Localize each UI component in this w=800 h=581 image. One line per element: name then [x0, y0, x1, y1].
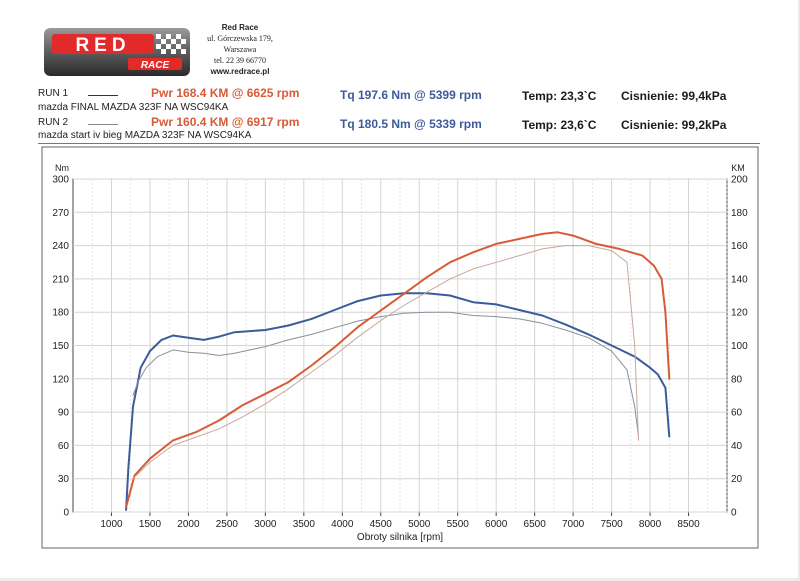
- x-tick-label: 1500: [139, 519, 162, 530]
- y2-tick-label: 20: [731, 474, 743, 485]
- y2-tick-label: 140: [731, 274, 748, 285]
- y2-tick-label: 0: [731, 508, 737, 519]
- y-tick-label: 180: [52, 308, 69, 319]
- run2-temperature: Temp: 23,6`C: [522, 118, 597, 132]
- run2-torque-summary: Tq 180.5 Nm @ 5339 rpm: [340, 117, 482, 131]
- series-line-run2_power: [132, 245, 639, 480]
- x-tick-label: 1000: [100, 519, 123, 530]
- chart-frame: [41, 146, 759, 549]
- y2-tick-label: 100: [731, 341, 748, 352]
- x-tick-label: 7500: [600, 519, 623, 530]
- run2-line-marker: [88, 124, 118, 125]
- x-tick-label: 8500: [677, 519, 700, 530]
- run1-description: mazda FINAL MAZDA 323F NA WSC94KA: [38, 102, 229, 113]
- y2-tick-label: 60: [731, 408, 743, 419]
- company-address-line1: ul. Górczewska 179,: [207, 34, 273, 43]
- y-tick-label: 150: [52, 341, 69, 352]
- y2-axis-label: KM: [731, 163, 745, 173]
- run2-pressure: Cisnienie: 99,2kPa: [621, 118, 727, 132]
- run1-power-summary: Pwr 168.4 KM @ 6625 rpm: [151, 86, 300, 100]
- run1-torque-summary: Tq 197.6 Nm @ 5399 rpm: [340, 88, 482, 102]
- run1-temperature: Temp: 23,3`C: [522, 89, 597, 103]
- y2-tick-label: 180: [731, 208, 748, 219]
- y-axis-label: Nm: [55, 163, 69, 173]
- y-tick-label: 210: [52, 274, 69, 285]
- y-tick-label: 30: [58, 474, 70, 485]
- series-line-run2_torque: [132, 311, 639, 437]
- company-phone: tel. 22 39 66770: [214, 56, 266, 65]
- company-info: Red Race ul. Górczewska 179, Warszawa te…: [195, 22, 285, 77]
- run1-line-marker: [88, 95, 118, 96]
- series-line-run1_power: [125, 231, 671, 508]
- x-tick-label: 5500: [447, 519, 470, 530]
- x-tick-label: 8000: [639, 519, 662, 530]
- y2-tick-label: 200: [731, 175, 748, 186]
- x-tick-label: 7000: [562, 519, 585, 530]
- y-tick-label: 300: [52, 175, 69, 186]
- run2-description: mazda start iv bieg MAZDA 323F NA WSC94K…: [38, 130, 252, 141]
- y2-tick-label: 120: [731, 308, 748, 319]
- company-address-line2: Warszawa: [223, 45, 257, 54]
- x-tick-label: 3000: [254, 519, 277, 530]
- x-axis-label: Obroty silnika [rpm]: [357, 532, 443, 543]
- series-line-run1_torque: [125, 292, 671, 511]
- x-tick-label: 6000: [485, 519, 508, 530]
- x-tick-label: 6500: [524, 519, 547, 530]
- run1-label: RUN 1: [38, 88, 69, 99]
- x-tick-label: 4000: [331, 519, 354, 530]
- x-tick-label: 2500: [216, 519, 239, 530]
- y2-tick-label: 40: [731, 441, 743, 452]
- run2-label: RUN 2: [38, 117, 69, 128]
- logo-text-sub: RACE: [141, 60, 170, 71]
- y-tick-label: 60: [58, 441, 70, 452]
- y-tick-label: 240: [52, 241, 69, 252]
- y-tick-label: 90: [58, 408, 70, 419]
- company-name: Red Race: [221, 23, 259, 32]
- company-website: www.redrace.pl: [210, 67, 270, 76]
- y2-tick-label: 80: [731, 374, 743, 385]
- run1-pressure: Cisnienie: 99,4kPa: [621, 89, 727, 103]
- logo-text-main: RED: [75, 35, 130, 56]
- header-divider: [38, 143, 760, 144]
- x-tick-label: 3500: [293, 519, 316, 530]
- x-tick-label: 2000: [177, 519, 200, 530]
- y-tick-label: 0: [63, 508, 69, 519]
- y2-tick-label: 160: [731, 241, 748, 252]
- red-race-logo: RED RACE: [44, 28, 190, 76]
- run2-power-summary: Pwr 160.4 KM @ 6917 rpm: [151, 115, 300, 129]
- y-tick-label: 120: [52, 374, 69, 385]
- x-tick-label: 4500: [370, 519, 393, 530]
- y-tick-label: 270: [52, 208, 69, 219]
- x-tick-label: 5000: [408, 519, 431, 530]
